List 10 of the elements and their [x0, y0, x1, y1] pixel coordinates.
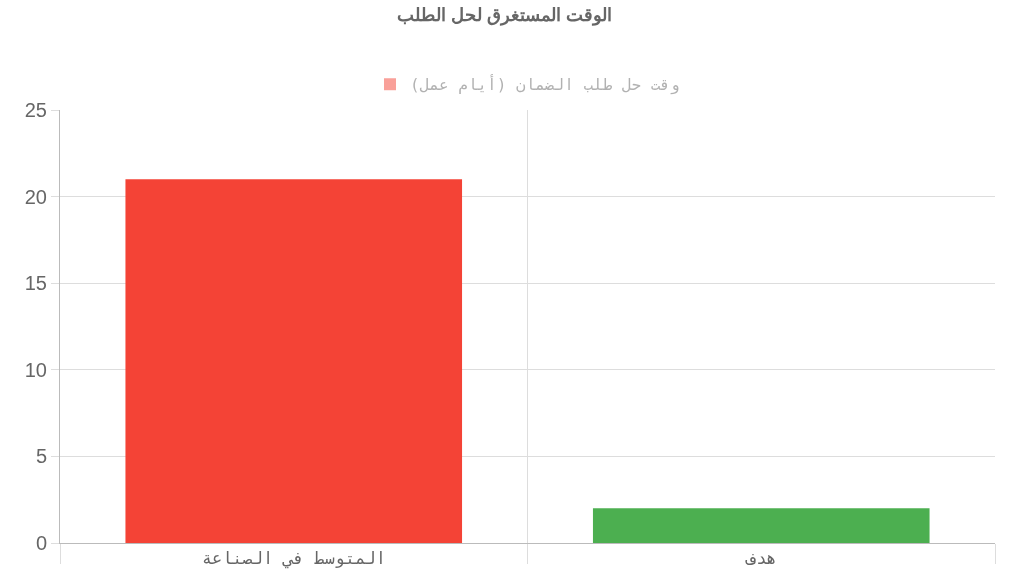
- y-tick-label: 15: [24, 272, 47, 295]
- y-tick-label: 0: [35, 532, 47, 554]
- y-tick-label: 25: [24, 99, 47, 121]
- y-tick-label: 20: [24, 185, 47, 208]
- y-tick-label: 5: [35, 445, 47, 468]
- x-tick-label: هدف: [744, 548, 777, 569]
- legend-label: وقت حل طلب الضمان (أيام عمل): [410, 74, 680, 96]
- x-tick-label: المتوسط في الصناعة: [201, 548, 386, 570]
- y-tick-label: 10: [24, 358, 47, 381]
- chart-title: الوقت المستغرق لحل الطلب: [396, 5, 613, 27]
